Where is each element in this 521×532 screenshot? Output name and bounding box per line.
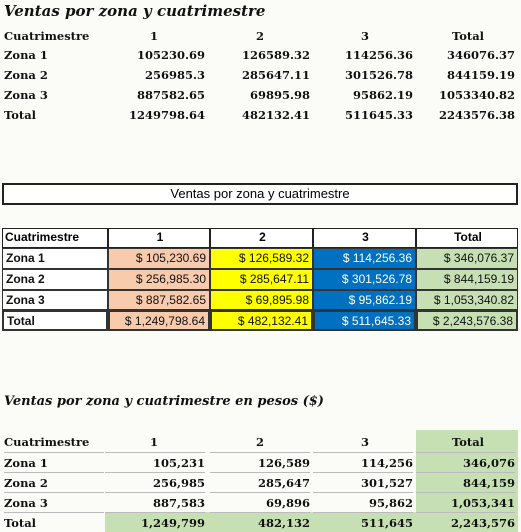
cell: 511,645 — [313, 512, 413, 532]
cell-fill — [105, 512, 416, 532]
cell: $ 256,985.30 — [108, 269, 210, 290]
header-cell: 2 — [210, 228, 313, 248]
cell: Zona 1 — [2, 248, 108, 269]
cell: 69895.98 — [249, 88, 310, 102]
cell: 285647.11 — [241, 68, 310, 82]
header-cell: 1 — [150, 29, 159, 43]
cell: 482,132 — [210, 512, 310, 532]
header-cell: Cuatrimestre — [4, 435, 90, 449]
cell-fill — [416, 430, 518, 532]
cell: 301,527 — [313, 472, 413, 493]
table2-title: Ventas por zona y cuatrimestre — [2, 183, 518, 205]
header-cell: 3 — [313, 228, 416, 248]
cell: 1053340.82 — [438, 88, 515, 102]
cell: 256,985 — [105, 472, 205, 493]
cell: 1,053,341 — [416, 492, 515, 513]
cell: 105230.69 — [136, 48, 205, 62]
cell: $ 114,256.36 — [313, 248, 416, 269]
cell: 844159.19 — [446, 68, 515, 82]
cell: 95,862 — [313, 492, 413, 513]
header-cell: 2 — [256, 29, 265, 43]
header-cell: 1 — [150, 435, 159, 449]
header-cell: Total — [452, 435, 485, 449]
cell: $ 887,582.65 — [108, 290, 210, 310]
cell: Total — [2, 310, 108, 331]
header-cell: 1 — [108, 228, 210, 248]
cell: 2,243,576 — [416, 512, 515, 532]
cell: Zona 1 — [4, 48, 48, 62]
cell: Zona 2 — [4, 472, 104, 493]
cell: 482132.41 — [241, 108, 310, 122]
cell: 114,256 — [313, 452, 413, 473]
cell: $ 126,589.32 — [210, 248, 313, 269]
cell: $ 346,076.37 — [416, 248, 518, 269]
cell: Total — [4, 108, 37, 122]
cell: 844,159 — [416, 472, 515, 493]
cell: $ 69,895.98 — [210, 290, 313, 310]
cell: $ 511,645.33 — [313, 310, 416, 331]
cell: Zona 1 — [4, 452, 104, 473]
cell: 114256.36 — [344, 48, 413, 62]
cell: $ 482,132.41 — [210, 310, 313, 331]
cell: 2243576.38 — [438, 108, 515, 122]
header-cell: Cuatrimestre — [4, 29, 90, 43]
cell: 256985.3 — [144, 68, 205, 82]
table1-title: Ventas por zona y cuatrimestre — [4, 2, 266, 20]
header-cell: 2 — [256, 435, 265, 449]
cell: 126,589 — [210, 452, 310, 473]
cell: 346,076 — [416, 452, 515, 473]
cell: $ 1,249,798.64 — [108, 310, 210, 331]
header-cell: 3 — [361, 29, 370, 43]
table3-title: Ventas por zona y cuatrimestre en pesos … — [4, 394, 324, 409]
header-cell: Cuatrimestre — [2, 228, 108, 248]
cell: 887,583 — [105, 492, 205, 513]
cell: $ 285,647.11 — [210, 269, 313, 290]
cell: Zona 3 — [4, 492, 104, 513]
cell: 301526.78 — [344, 68, 413, 82]
cell: Zona 3 — [2, 290, 108, 310]
cell: Zona 3 — [4, 88, 48, 102]
cell: 1,249,799 — [105, 512, 205, 532]
cell: $ 95,862.19 — [313, 290, 416, 310]
cell: $ 1,053,340.82 — [416, 290, 518, 310]
header-cell: Total — [452, 29, 485, 43]
header-cell: 3 — [361, 435, 370, 449]
cell: 346076.37 — [446, 48, 515, 62]
cell: Zona 2 — [4, 68, 48, 82]
cell: 511645.33 — [344, 108, 413, 122]
cell: 105,231 — [105, 452, 205, 473]
cell: $ 301,526.78 — [313, 269, 416, 290]
cell: 285,647 — [210, 472, 310, 493]
cell: Zona 2 — [2, 269, 108, 290]
cell: $ 844,159.19 — [416, 269, 518, 290]
cell: $ 2,243,576.38 — [416, 310, 518, 331]
header-cell: Total — [416, 228, 518, 248]
cell: 126589.32 — [241, 48, 310, 62]
cell: 69,896 — [210, 492, 310, 513]
cell: 887582.65 — [136, 88, 205, 102]
cell: 1249798.64 — [128, 108, 205, 122]
cell: Total — [4, 512, 104, 532]
cell: 95862.19 — [352, 88, 413, 102]
cell: $ 105,230.69 — [108, 248, 210, 269]
